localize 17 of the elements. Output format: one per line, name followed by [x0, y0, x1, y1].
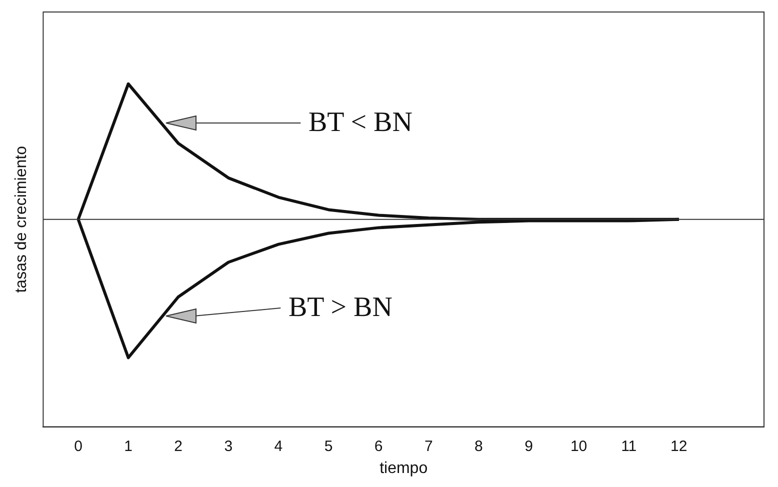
x-tick-label: 7	[424, 438, 433, 455]
annotation: BT > BN	[288, 292, 392, 324]
x-tick-label: 6	[374, 438, 383, 455]
x-tick-label: 1	[124, 438, 132, 455]
y-axis-title: tasas de crecimiento	[13, 146, 30, 293]
x-tick-label: 3	[224, 438, 233, 455]
annotation: BT < BN	[308, 106, 412, 139]
x-axis-title: tiempo	[380, 460, 428, 477]
x-tick-label: 12	[670, 438, 688, 455]
x-tick-label: 9	[524, 438, 533, 455]
x-tick-label: 4	[274, 438, 283, 455]
x-tick-label: 2	[174, 438, 183, 455]
x-tick-label: 11	[621, 438, 637, 455]
x-tick-label: 0	[74, 438, 82, 455]
x-tick-label: 5	[324, 438, 333, 455]
x-tick-label: 8	[474, 438, 483, 455]
x-tick-label: 10	[570, 438, 588, 455]
